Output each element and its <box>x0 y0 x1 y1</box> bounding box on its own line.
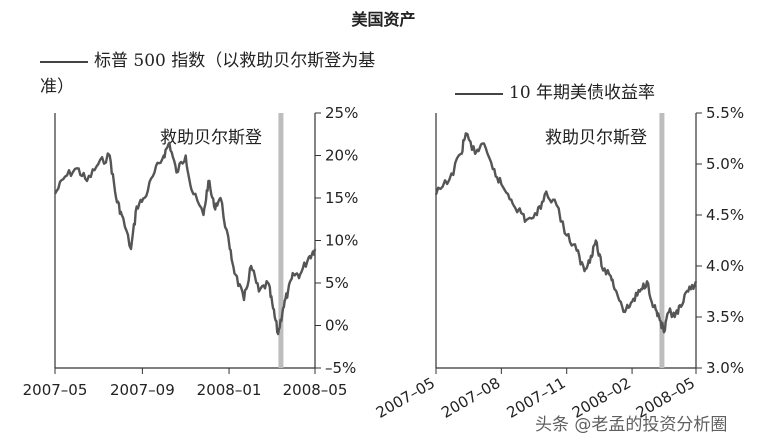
left-chart-legend: 标普 500 指数（以救助贝尔斯登为基准） <box>40 48 400 100</box>
left-y-tick-label: 0% <box>325 317 349 335</box>
right-x-tick-label: 2007–08 <box>438 374 503 422</box>
left-y-tick-label: 10% <box>325 232 358 250</box>
legend-line-swatch <box>40 60 88 63</box>
right-y-tick-label: 5.5% <box>706 104 744 122</box>
left-x-tick-label: 2007–09 <box>110 381 175 399</box>
right-event-bar <box>659 113 665 368</box>
right-y-tick-label: 5.0% <box>706 155 744 173</box>
left-y-tick-label: 25% <box>325 104 358 122</box>
left-annotation: 救助贝尔斯登 <box>160 128 262 148</box>
watermark-text: 头条 @老孟的投资分析圈 <box>535 415 728 435</box>
left-x-tick-label: 2008–05 <box>283 381 348 399</box>
left-x-tick-label: 2008–01 <box>197 381 262 399</box>
page-title: 美国资产 <box>351 10 416 29</box>
right-y-tick-label: 3.0% <box>706 359 744 377</box>
left-y-tick-label: –5% <box>325 359 356 377</box>
right-y-tick-label: 4.0% <box>706 257 744 275</box>
right-series-line <box>434 132 698 334</box>
legend-line-swatch <box>455 92 503 95</box>
right-annotation: 救助贝尔斯登 <box>545 128 647 148</box>
legend-label: 10 年期美债收益率 <box>509 83 656 103</box>
left-y-tick-label: 5% <box>325 274 349 292</box>
right-chart-legend: 10 年期美债收益率 <box>455 80 755 106</box>
left-event-bar <box>278 113 284 368</box>
legend-label: 标普 500 指数（以救助贝尔斯登为基准） <box>40 51 376 97</box>
left-y-tick-label: 20% <box>325 147 358 165</box>
left-y-tick-label: 15% <box>325 189 358 207</box>
right-y-tick-label: 3.5% <box>706 308 744 326</box>
right-x-tick-label: 2007–05 <box>373 374 438 422</box>
left-x-tick-label: 2007–05 <box>23 381 88 399</box>
left-series-line <box>53 141 317 336</box>
right-y-tick-label: 4.5% <box>706 206 744 224</box>
